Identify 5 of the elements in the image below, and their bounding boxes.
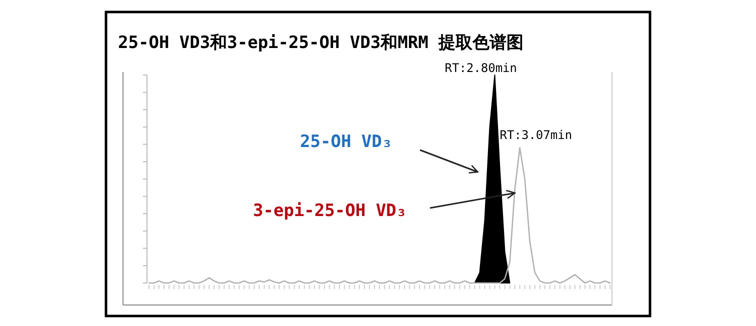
chart-title: 25-OH VD3和3-epi-25-OH VD3和MRM 提取色谱图 [118, 33, 524, 53]
annotation: RT:3.07min [500, 128, 572, 142]
annotation: 25-OH VD₃ [300, 132, 392, 152]
annotation: 3-epi-25-OH VD₃ [253, 201, 407, 221]
annotation: RT:2.80min [444, 61, 517, 75]
